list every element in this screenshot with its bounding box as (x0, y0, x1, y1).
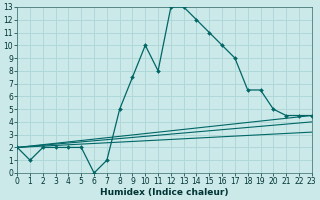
X-axis label: Humidex (Indice chaleur): Humidex (Indice chaleur) (100, 188, 229, 197)
